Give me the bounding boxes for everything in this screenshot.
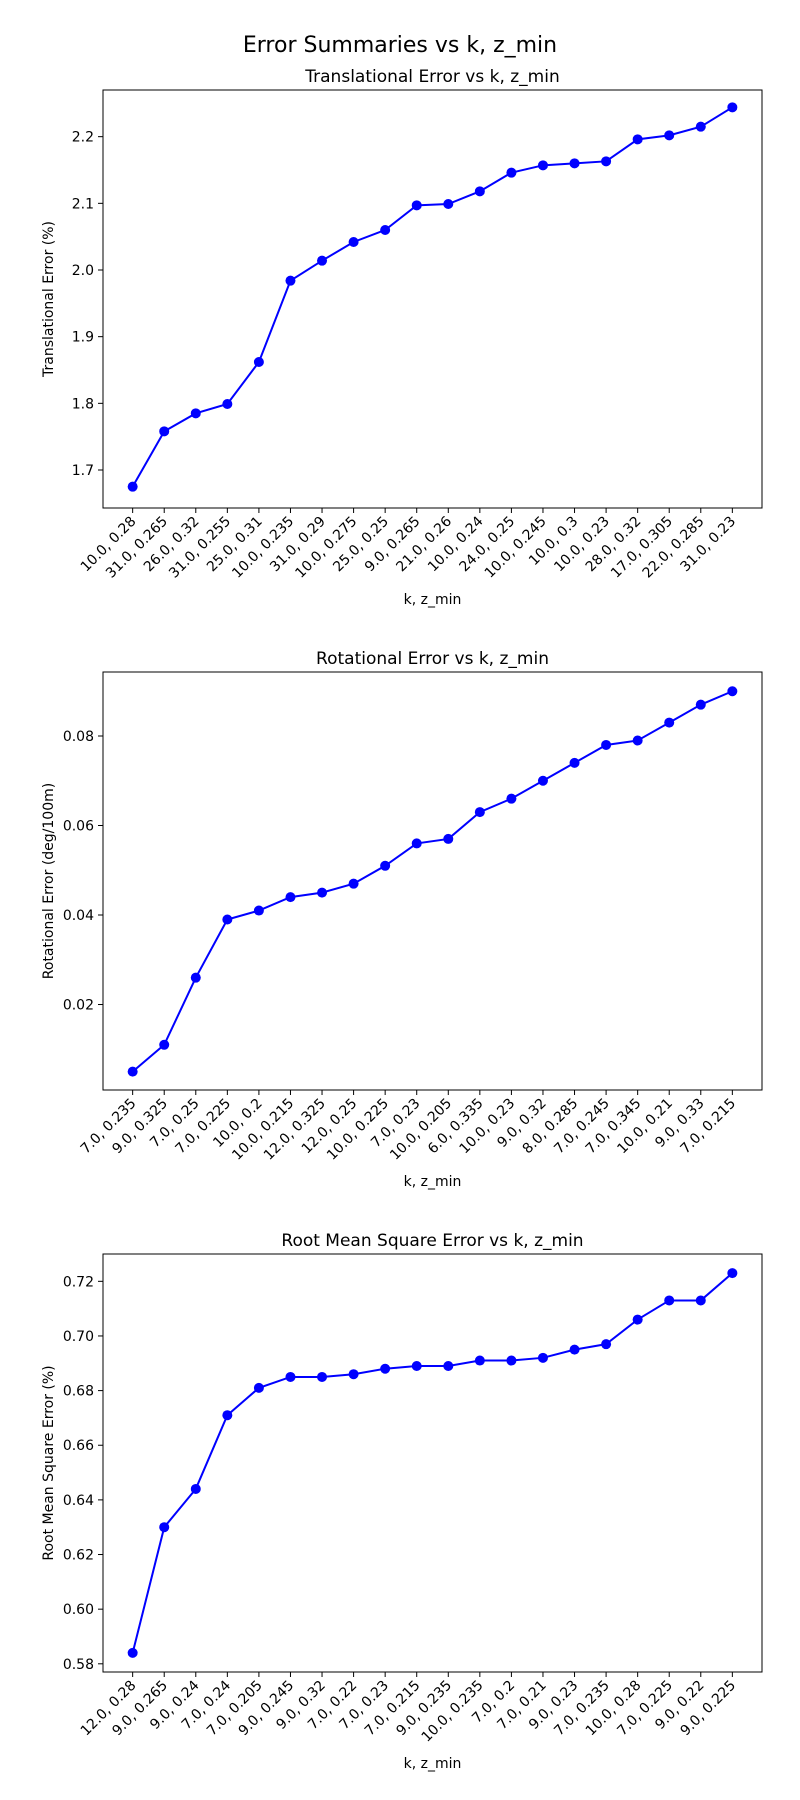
data-point bbox=[727, 686, 738, 697]
data-point bbox=[537, 1352, 548, 1363]
y-tick-label: 1.7 bbox=[72, 463, 94, 479]
y-tick-label: 2.1 bbox=[72, 196, 94, 212]
chart-title: Rotational Error vs k, z_min bbox=[316, 649, 549, 669]
plot-frame bbox=[102, 1253, 763, 1673]
data-point bbox=[285, 1371, 296, 1382]
data-point bbox=[632, 735, 643, 746]
y-axis-label: Rotational Error (deg/100m) bbox=[41, 783, 57, 979]
data-point bbox=[159, 426, 170, 437]
data-point bbox=[285, 892, 296, 903]
data-point bbox=[695, 121, 706, 132]
data-point bbox=[474, 186, 485, 197]
data-point bbox=[222, 914, 233, 925]
data-point bbox=[348, 237, 359, 247]
y-tick-label: 0.62 bbox=[63, 1548, 94, 1564]
data-point bbox=[727, 1268, 738, 1279]
chart-title: Translational Error vs k, z_min bbox=[304, 67, 559, 87]
plot-frame bbox=[102, 89, 763, 509]
data-point bbox=[443, 833, 454, 844]
x-axis-label: k, z_min bbox=[404, 1174, 462, 1190]
y-tick-label: 1.8 bbox=[72, 396, 94, 412]
series-line bbox=[132, 690, 733, 1073]
data-point bbox=[159, 1522, 170, 1533]
data-point bbox=[253, 1382, 264, 1393]
data-point bbox=[222, 1410, 233, 1421]
data-point bbox=[317, 255, 328, 266]
y-tick-label: 0.64 bbox=[63, 1493, 94, 1509]
data-point bbox=[569, 158, 580, 169]
x-axis-label: k, z_min bbox=[404, 1756, 462, 1772]
data-point bbox=[190, 1483, 201, 1494]
data-point bbox=[127, 1066, 138, 1077]
data-point bbox=[537, 775, 548, 786]
y-tick-label: 2.2 bbox=[72, 130, 94, 146]
chart-title: Root Mean Square Error vs k, z_min bbox=[281, 1231, 583, 1251]
y-tick-label: 0.68 bbox=[63, 1384, 94, 1400]
data-point bbox=[348, 1369, 359, 1380]
y-tick-label: 1.9 bbox=[72, 330, 94, 346]
data-point bbox=[695, 699, 706, 710]
x-axis-label: k, z_min bbox=[404, 592, 462, 608]
data-point bbox=[727, 102, 738, 113]
data-point bbox=[380, 860, 391, 871]
y-axis-label: Translational Error (%) bbox=[41, 221, 57, 378]
plot-frame bbox=[102, 671, 763, 1091]
data-point bbox=[411, 200, 422, 211]
data-point bbox=[632, 134, 643, 145]
y-tick-label: 0.66 bbox=[63, 1438, 94, 1454]
data-point bbox=[222, 399, 233, 409]
data-point bbox=[348, 878, 359, 889]
data-point bbox=[380, 1363, 391, 1374]
y-tick-label: 2.0 bbox=[72, 263, 94, 279]
data-point bbox=[285, 275, 296, 286]
data-point bbox=[601, 739, 612, 750]
data-point bbox=[664, 1295, 675, 1306]
data-point bbox=[159, 1039, 170, 1050]
data-point bbox=[664, 717, 675, 728]
data-point bbox=[443, 1361, 454, 1372]
y-tick-label: 0.04 bbox=[63, 908, 94, 924]
data-point bbox=[695, 1295, 706, 1306]
data-point bbox=[569, 757, 580, 768]
series-line bbox=[131, 1272, 734, 1654]
data-point bbox=[253, 905, 264, 916]
series-line bbox=[131, 106, 733, 488]
data-point bbox=[537, 160, 548, 171]
data-point bbox=[601, 156, 612, 167]
data-point bbox=[474, 807, 485, 818]
data-point bbox=[190, 408, 201, 419]
data-point bbox=[506, 1355, 517, 1366]
data-point bbox=[632, 1314, 643, 1325]
y-tick-label: 0.02 bbox=[63, 998, 94, 1014]
data-point bbox=[253, 357, 264, 367]
data-point bbox=[190, 972, 201, 983]
y-tick-label: 0.58 bbox=[63, 1657, 94, 1673]
data-point bbox=[317, 1371, 328, 1382]
y-tick-label: 0.72 bbox=[63, 1274, 94, 1290]
data-point bbox=[127, 481, 138, 492]
data-point bbox=[474, 1355, 485, 1366]
y-tick-label: 0.06 bbox=[63, 819, 94, 835]
data-point bbox=[569, 1344, 580, 1355]
data-point bbox=[601, 1339, 612, 1350]
y-axis-label: Root Mean Square Error (%) bbox=[41, 1365, 57, 1560]
data-point bbox=[664, 130, 675, 141]
data-point bbox=[380, 225, 391, 235]
data-point bbox=[443, 199, 454, 209]
y-tick-label: 0.08 bbox=[63, 729, 94, 745]
figure-suptitle: Error Summaries vs k, z_min bbox=[243, 33, 557, 58]
data-point bbox=[411, 838, 422, 849]
data-point bbox=[506, 793, 517, 804]
y-tick-label: 0.70 bbox=[63, 1329, 94, 1345]
data-point bbox=[506, 167, 517, 178]
y-tick-label: 0.60 bbox=[63, 1602, 94, 1618]
data-point bbox=[127, 1647, 138, 1658]
data-point bbox=[411, 1361, 422, 1372]
data-point bbox=[317, 887, 328, 898]
